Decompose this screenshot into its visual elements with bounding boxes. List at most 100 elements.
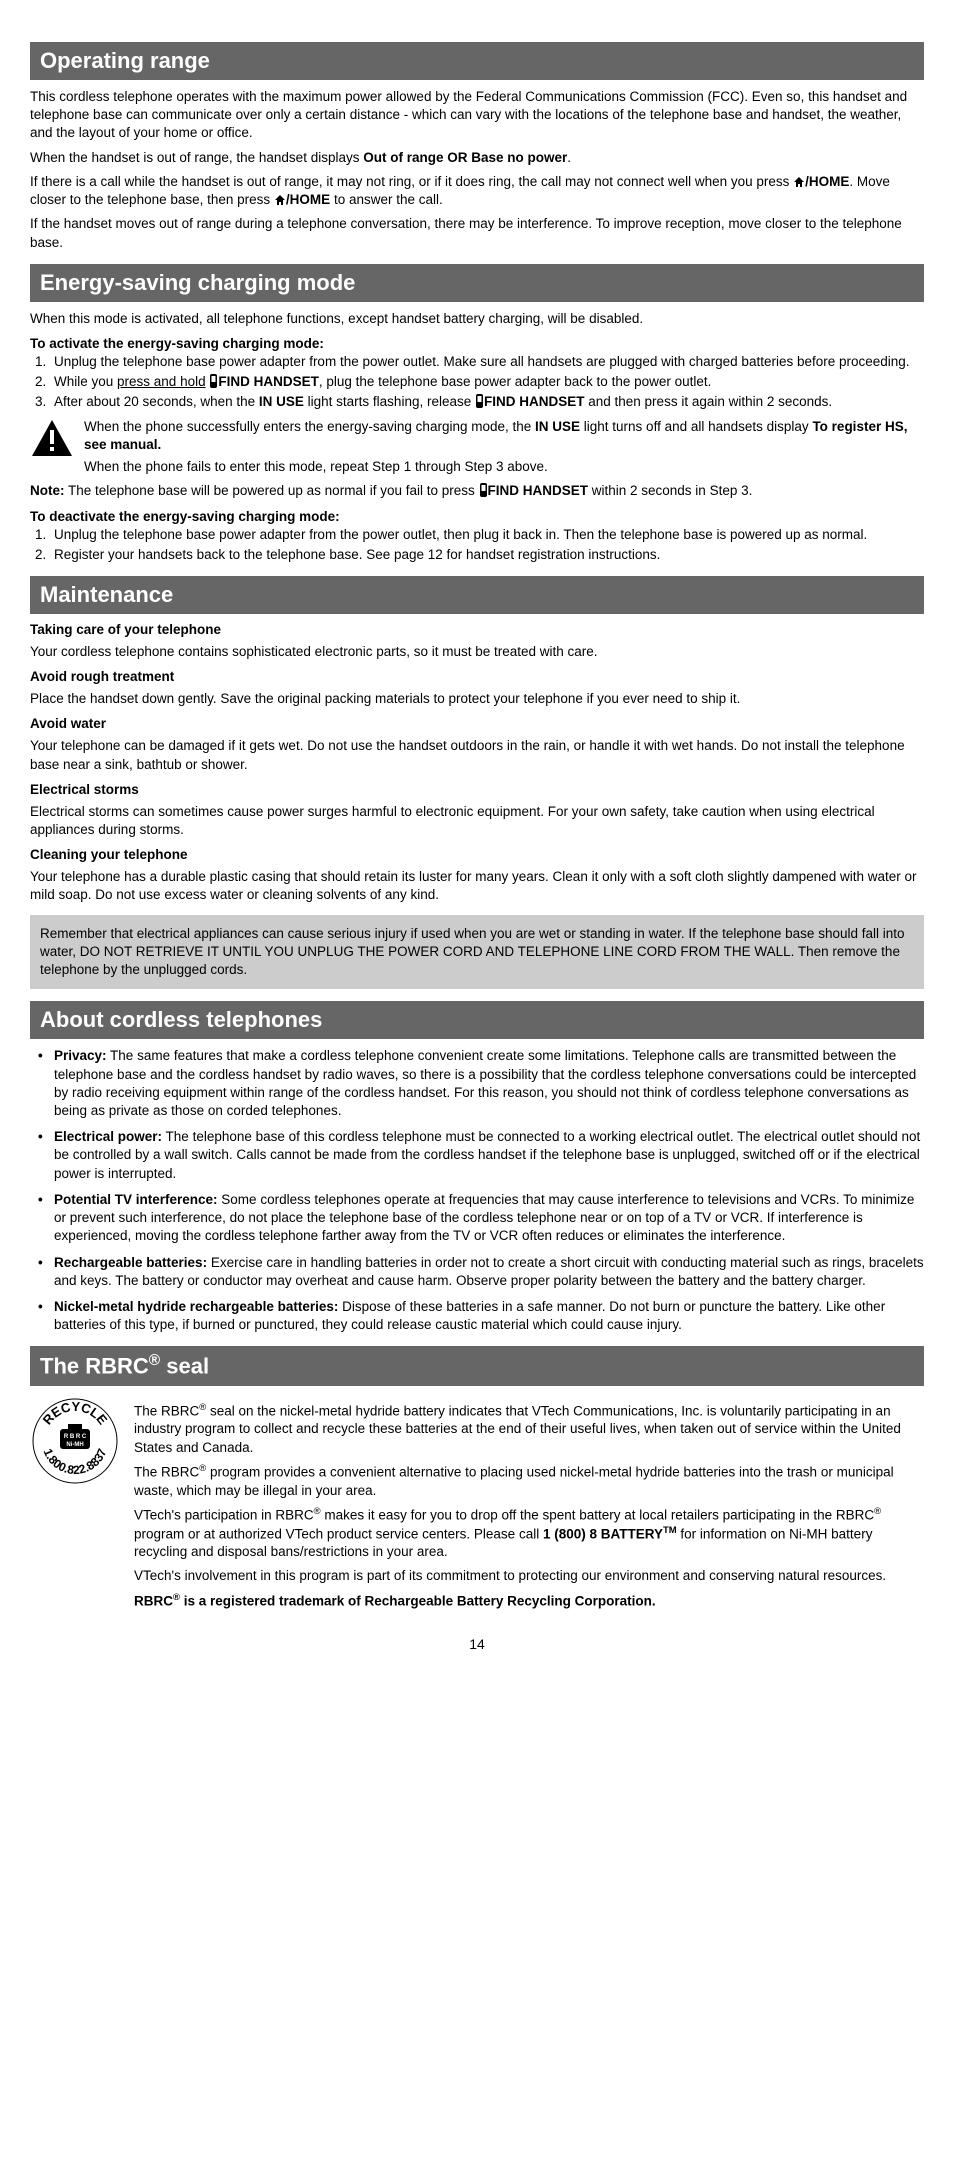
- text-bold: Nickel-metal hydride rechargeable batter…: [54, 1299, 338, 1314]
- paragraph: This cordless telephone operates with th…: [30, 88, 924, 143]
- svg-text:1.800.822.8837: 1.800.822.8837: [41, 1446, 110, 1477]
- subheading: Avoid rough treatment: [30, 669, 924, 684]
- page-number: 14: [30, 1636, 924, 1652]
- subheading: Avoid water: [30, 716, 924, 731]
- svg-text:R B R C: R B R C: [64, 1434, 87, 1440]
- subheading: Electrical storms: [30, 782, 924, 797]
- list-item: Electrical power: The telephone base of …: [30, 1128, 924, 1183]
- text: seal: [160, 1354, 209, 1379]
- rbrc-recycle-seal-icon: RECYCLE 1.800.822.8837 R B R C Ni-MH: [30, 1396, 120, 1486]
- section-heading-maintenance: Maintenance: [30, 576, 924, 614]
- list-item: Unplug the telephone base power adapter …: [50, 526, 924, 544]
- text-bold: Note:: [30, 483, 65, 498]
- text: light starts flashing, release: [304, 394, 475, 409]
- list-item: After about 20 seconds, when the IN USE …: [50, 393, 924, 411]
- handset-icon: [479, 483, 488, 497]
- text-bold: FIND HANDSET: [484, 394, 585, 409]
- text-bold: IN USE: [535, 419, 580, 434]
- svg-text:Ni-MH: Ni-MH: [66, 1442, 83, 1448]
- paragraph: When the phone fails to enter this mode,…: [84, 458, 924, 476]
- text: within 2 seconds in Step 3.: [588, 483, 752, 498]
- text: to answer the call.: [330, 192, 443, 207]
- text: The RBRC: [134, 1464, 199, 1479]
- paragraph: RBRC® is a registered trademark of Recha…: [134, 1592, 924, 1611]
- warning-note-box: Remember that electrical appliances can …: [30, 915, 924, 990]
- handset-icon: [209, 374, 218, 388]
- text: .: [567, 150, 571, 165]
- note-paragraph: Note: The telephone base will be powered…: [30, 482, 924, 500]
- text-bold: Rechargeable batteries:: [54, 1255, 207, 1270]
- handset-icon: [475, 394, 484, 408]
- text: The same features that make a cordless t…: [54, 1048, 916, 1118]
- paragraph: The RBRC® program provides a convenient …: [134, 1463, 924, 1500]
- text-bold: 1 (800) 8 BATTERY: [543, 1526, 663, 1541]
- text: light turns off and all handsets display: [580, 419, 812, 434]
- paragraph: VTech's participation in RBRC® makes it …: [134, 1506, 924, 1562]
- paragraph: When the handset is out of range, the ha…: [30, 149, 924, 167]
- superscript: ®: [173, 1592, 180, 1603]
- text: The RBRC: [40, 1354, 149, 1379]
- ordered-list: Unplug the telephone base power adapter …: [50, 526, 924, 564]
- paragraph: VTech's involvement in this program is p…: [134, 1567, 924, 1585]
- superscript: TM: [663, 1525, 677, 1536]
- paragraph: Electrical storms can sometimes cause po…: [30, 803, 924, 839]
- text: , plug the telephone base power adapter …: [319, 374, 712, 389]
- text: While you: [54, 374, 117, 389]
- text: VTech's participation in RBRC: [134, 1507, 314, 1522]
- list-item: Rechargeable batteries: Exercise care in…: [30, 1254, 924, 1290]
- paragraph: Your telephone can be damaged if it gets…: [30, 737, 924, 773]
- text: and then press it again within 2 seconds…: [585, 394, 833, 409]
- text: The telephone base will be powered up as…: [65, 483, 479, 498]
- section-heading-energy: Energy-saving charging mode: [30, 264, 924, 302]
- superscript: ®: [149, 1352, 160, 1369]
- paragraph: Your telephone has a durable plastic cas…: [30, 868, 924, 904]
- list-item: Unplug the telephone base power adapter …: [50, 353, 924, 371]
- paragraph: Place the handset down gently. Save the …: [30, 690, 924, 708]
- text: program provides a convenient alternativ…: [134, 1464, 894, 1497]
- subheading: Taking care of your telephone: [30, 622, 924, 637]
- section-heading-cordless: About cordless telephones: [30, 1001, 924, 1039]
- rbrc-text-block: The RBRC ® seal on the nickel-metal hydri…: [134, 1396, 924, 1617]
- svg-text:RECYCLE: RECYCLE: [40, 1399, 111, 1428]
- text-bold: Potential TV interference:: [54, 1192, 218, 1207]
- text-bold: /HOME: [805, 174, 849, 189]
- text-bold: /HOME: [286, 192, 330, 207]
- text-bold: FIND HANDSET: [488, 483, 589, 498]
- text: The RBRC: [134, 1403, 199, 1418]
- list-item: Potential TV interference: Some cordless…: [30, 1191, 924, 1246]
- home-icon: [793, 176, 805, 188]
- superscript: ®: [314, 1506, 321, 1517]
- text-bold: FIND HANDSET: [218, 374, 319, 389]
- paragraph: When the phone successfully enters the e…: [84, 418, 924, 454]
- text-bold: Out of range OR Base no power: [363, 150, 567, 165]
- home-icon: [274, 194, 286, 206]
- text: After about 20 seconds, when the: [54, 394, 259, 409]
- warning-text: When the phone successfully enters the e…: [84, 418, 924, 477]
- paragraph: The RBRC® seal on the nickel-metal hydri…: [134, 1402, 924, 1457]
- text: seal on the nickel-metal hydride battery…: [134, 1403, 901, 1454]
- paragraph: When this mode is activated, all telepho…: [30, 310, 924, 328]
- text: makes it easy for you to drop off the sp…: [321, 1507, 875, 1522]
- list-item: While you press and hold FIND HANDSET, p…: [50, 373, 924, 391]
- text: When the handset is out of range, the ha…: [30, 150, 363, 165]
- bullet-list: Privacy: The same features that make a c…: [30, 1047, 924, 1334]
- list-item: Nickel-metal hydride rechargeable batter…: [30, 1298, 924, 1334]
- text-underline: press and hold: [117, 374, 206, 389]
- text-bold: Privacy:: [54, 1048, 107, 1063]
- text: program or at authorized VTech product s…: [134, 1526, 543, 1541]
- paragraph: Your cordless telephone contains sophist…: [30, 643, 924, 661]
- text-bold: RBRC: [134, 1593, 173, 1608]
- subheading: To activate the energy-saving charging m…: [30, 336, 924, 351]
- paragraph: If the handset moves out of range during…: [30, 215, 924, 251]
- ordered-list: Unplug the telephone base power adapter …: [50, 353, 924, 412]
- warning-triangle-icon: [30, 418, 74, 458]
- text-bold: IN USE: [259, 394, 304, 409]
- section-heading-rbrc: The RBRC® seal: [30, 1346, 924, 1385]
- text-bold: is a registered trademark of Rechargeabl…: [180, 1593, 656, 1608]
- subheading: Cleaning your telephone: [30, 847, 924, 862]
- list-item: Privacy: The same features that make a c…: [30, 1047, 924, 1120]
- text: The telephone base of this cordless tele…: [54, 1129, 920, 1180]
- document-page: Operating range This cordless telephone …: [0, 0, 954, 1672]
- warning-block: When the phone successfully enters the e…: [30, 418, 924, 477]
- text-bold: Electrical power:: [54, 1129, 162, 1144]
